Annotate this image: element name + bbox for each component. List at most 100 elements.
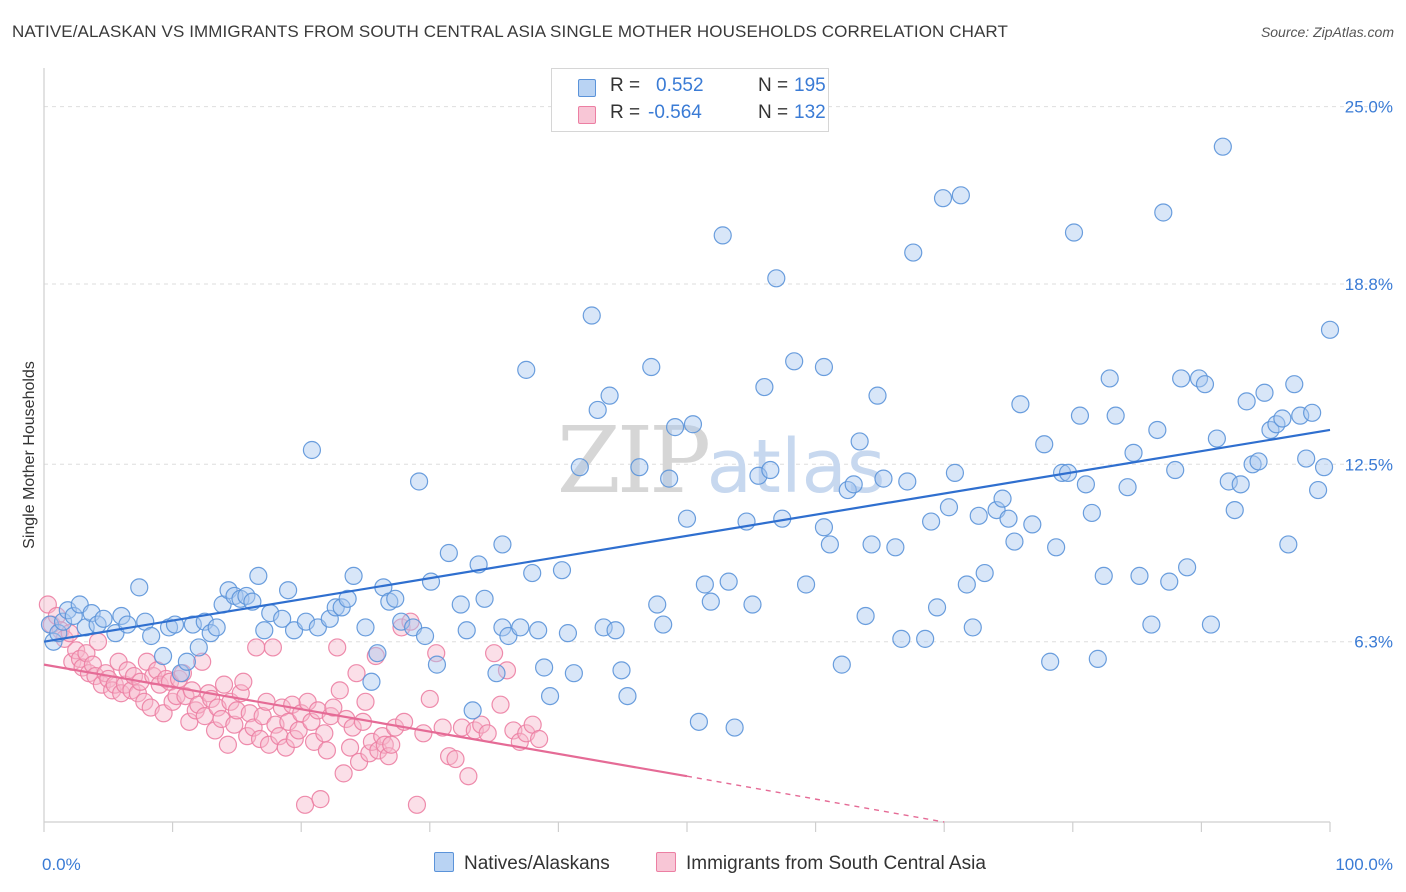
immigrants-point: [485, 644, 504, 663]
immigrants-trend-line: [43, 663, 688, 778]
natives-point: [1100, 369, 1119, 388]
natives-point: [362, 672, 381, 691]
natives-point: [993, 489, 1012, 508]
natives-point: [427, 655, 447, 674]
bottom-legend-label: Immigrants from South Central Asia: [686, 853, 986, 874]
bottom-legend-label: Natives/Alaskans: [464, 853, 610, 874]
natives-point: [207, 618, 226, 637]
natives-point: [451, 595, 470, 614]
natives-point: [654, 615, 673, 634]
immigrants-point: [340, 738, 360, 757]
natives-point: [850, 432, 869, 451]
legend-r-label: R =: [610, 102, 641, 123]
natives-point: [540, 686, 560, 706]
immigrants-point: [315, 724, 334, 743]
immigrants-point: [311, 790, 330, 809]
natives-point: [862, 535, 881, 554]
natives-point: [511, 618, 530, 637]
natives-point: [969, 506, 988, 525]
natives-point: [302, 440, 322, 460]
natives-point: [1047, 538, 1066, 557]
natives-point: [713, 226, 732, 245]
natives-point: [439, 543, 458, 563]
natives-point: [874, 469, 893, 488]
natives-point: [814, 518, 834, 537]
natives-point: [1023, 515, 1042, 534]
natives-point: [487, 664, 506, 683]
source-label: Source: ZipAtlas.com: [1260, 24, 1394, 40]
y-tick-label: 25.0%: [1345, 98, 1393, 117]
natives-point: [630, 458, 649, 477]
natives-point: [1303, 403, 1322, 422]
natives-point: [618, 686, 637, 706]
natives-point: [415, 626, 435, 646]
natives-point: [1082, 503, 1101, 523]
immigrants-point: [433, 718, 452, 737]
immigrants-point: [379, 747, 398, 766]
natives-point: [832, 655, 851, 674]
natives-point: [255, 621, 274, 640]
y-tick-label: 18.8%: [1345, 275, 1393, 294]
natives-point: [344, 566, 363, 586]
legend-r-label: R =: [610, 75, 641, 96]
immigrants-point: [250, 729, 270, 749]
natives-point: [535, 658, 554, 677]
immigrants-point: [324, 698, 343, 717]
natives-point: [273, 609, 292, 628]
gridlines: [44, 106, 1390, 643]
legend-swatch-pink: [578, 106, 596, 124]
bottom-legend-swatch-blue: [434, 852, 454, 872]
natives-point: [1070, 406, 1090, 425]
immigrants-point: [218, 735, 237, 754]
natives-point: [1225, 500, 1244, 520]
immigrants-point: [366, 646, 385, 666]
natives-point: [886, 538, 905, 557]
immigrants-point: [295, 795, 315, 814]
natives-point: [279, 581, 298, 600]
immigrants-point: [491, 695, 510, 714]
immigrants-point: [420, 689, 439, 709]
immigrants-point: [330, 681, 349, 700]
chart-title: NATIVE/ALASKAN VS IMMIGRANTS FROM SOUTH …: [12, 22, 1008, 41]
natives-point: [665, 418, 685, 437]
immigrants-point: [214, 675, 234, 694]
natives-point: [892, 629, 911, 648]
immigrants-series: [38, 595, 549, 814]
natives-point: [564, 664, 583, 683]
natives-point: [142, 626, 161, 646]
natives-point: [957, 575, 976, 594]
legend-n-label: N =: [758, 102, 789, 123]
immigrants-point: [407, 795, 427, 814]
immigrants-point: [356, 692, 375, 711]
immigrants-point: [414, 724, 433, 743]
natives-point: [1279, 535, 1298, 554]
natives-point: [1201, 615, 1221, 634]
legend-r-value: -0.564: [648, 102, 702, 123]
natives-point: [570, 458, 589, 477]
natives-trend-line: [43, 428, 1331, 643]
immigrants-point: [497, 661, 517, 680]
natives-point: [683, 415, 703, 434]
natives-point: [689, 712, 709, 731]
natives-point: [475, 589, 494, 608]
x-tick-label: 100.0%: [1335, 855, 1393, 874]
natives-point: [1118, 478, 1137, 497]
immigrants-point: [530, 729, 549, 749]
natives-point: [463, 701, 482, 720]
natives-point: [1035, 435, 1054, 454]
natives-point: [648, 595, 667, 614]
immigrants-point: [225, 715, 244, 734]
natives-point: [1064, 223, 1084, 242]
natives-point: [1142, 615, 1161, 634]
natives-point: [856, 606, 875, 626]
natives-point: [1255, 383, 1274, 402]
natives-point: [1273, 409, 1292, 428]
natives-point: [1231, 475, 1250, 494]
natives-point: [594, 618, 613, 637]
natives-point: [951, 186, 970, 205]
y-tick-label: 12.5%: [1345, 455, 1393, 474]
natives-point: [588, 400, 607, 420]
natives-point: [523, 563, 542, 583]
x-tick-label: 0.0%: [42, 855, 81, 874]
natives-point: [743, 595, 762, 614]
